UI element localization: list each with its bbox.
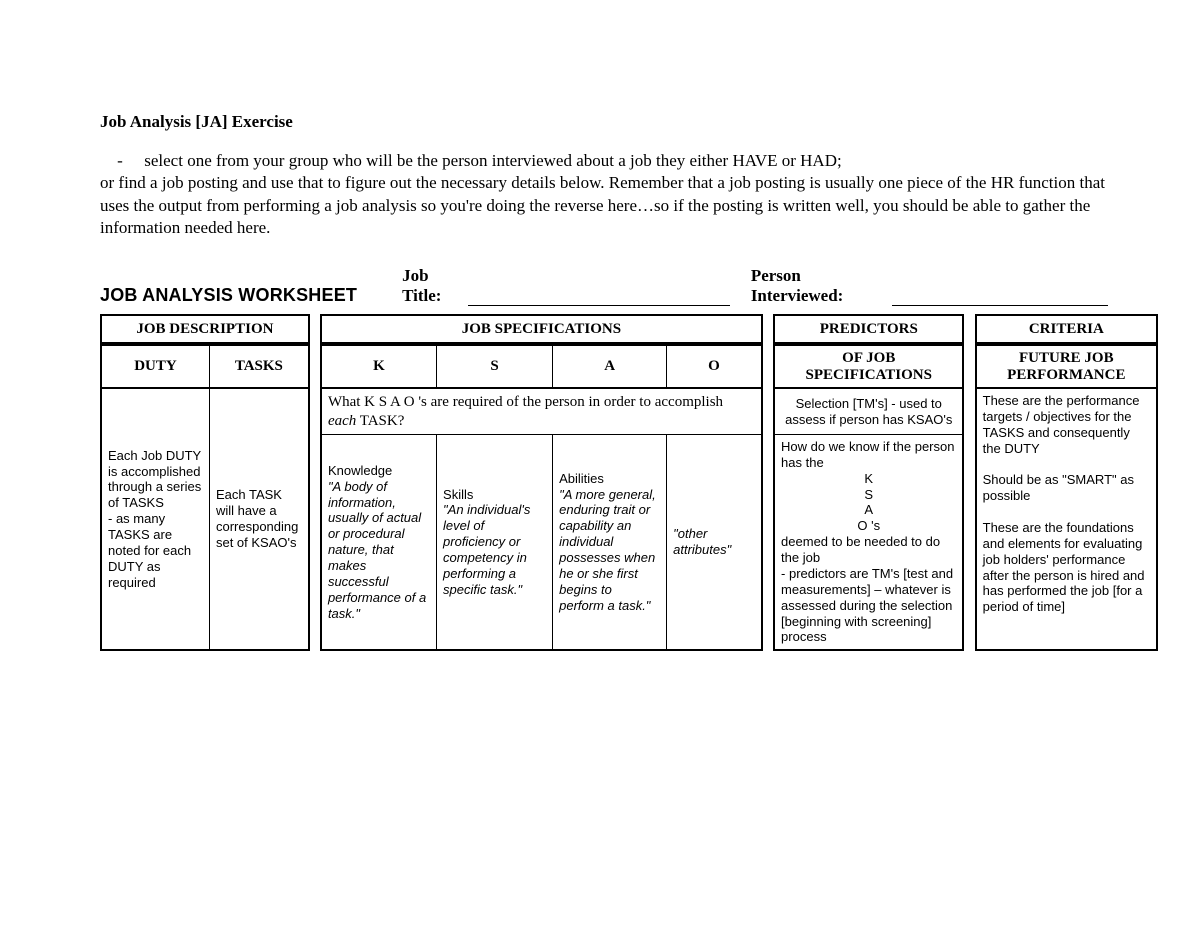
person-interviewed-blank[interactable]: [892, 288, 1108, 306]
job-title-label: Job Title:: [402, 266, 467, 306]
intro-rest: or find a job posting and use that to fi…: [100, 173, 1105, 237]
subhead-k: K: [320, 344, 437, 389]
page-title: Job Analysis [JA] Exercise: [100, 112, 1108, 132]
subhead-tasks: TASKS: [210, 344, 310, 389]
table-desc-row-1: Each Job DUTY is accomplished through a …: [100, 389, 1158, 435]
subhead-a: A: [553, 344, 667, 389]
desc-other: "other attributes": [667, 435, 763, 651]
desc-duty: Each Job DUTY is accomplished through a …: [100, 389, 210, 651]
table-header-row-2: DUTY TASKS K S A O OF JOB SPECIFICATIONS…: [100, 344, 1158, 389]
header-criteria: CRITERIA: [975, 314, 1158, 344]
table-header-row-1: JOB DESCRIPTION JOB SPECIFICATIONS PREDI…: [100, 314, 1158, 344]
subhead-o: O: [667, 344, 763, 389]
desc-criteria: These are the performance targets / obje…: [975, 389, 1158, 651]
intro-paragraph: - select one from your group who will be…: [100, 150, 1108, 240]
desc-predictors-1: Selection [TM's] - used to assess if per…: [773, 389, 964, 435]
worksheet-table: JOB DESCRIPTION JOB SPECIFICATIONS PREDI…: [100, 314, 1158, 651]
bullet-dash: -: [100, 150, 140, 172]
worksheet-header-line: JOB ANALYSIS WORKSHEET Job Title: Person…: [100, 266, 1108, 306]
job-title-blank[interactable]: [468, 288, 731, 306]
desc-predictors-2: How do we know if the person has the K S…: [773, 435, 964, 651]
desc-abilities: Abilities "A more general, enduring trai…: [553, 435, 667, 651]
subhead-criteria: FUTURE JOB PERFORMANCE: [975, 344, 1158, 389]
intro-line-1: select one from your group who will be t…: [144, 151, 841, 170]
desc-knowledge: Knowledge "A body of information, usuall…: [320, 435, 437, 651]
desc-ksao-question: What K S A O 's are required of the pers…: [320, 389, 763, 435]
header-predictors: PREDICTORS: [773, 314, 964, 344]
header-job-description: JOB DESCRIPTION: [100, 314, 310, 344]
subhead-duty: DUTY: [100, 344, 210, 389]
document-page: Job Analysis [JA] Exercise - select one …: [0, 0, 1200, 651]
person-interviewed-label: Person Interviewed:: [751, 266, 889, 306]
desc-skills: Skills "An individual's level of profici…: [437, 435, 553, 651]
worksheet-heading: JOB ANALYSIS WORKSHEET: [100, 285, 357, 306]
header-job-specifications: JOB SPECIFICATIONS: [320, 314, 763, 344]
subhead-predictors: OF JOB SPECIFICATIONS: [773, 344, 964, 389]
subhead-s: S: [437, 344, 553, 389]
desc-tasks: Each TASK will have a corresponding set …: [210, 389, 310, 651]
